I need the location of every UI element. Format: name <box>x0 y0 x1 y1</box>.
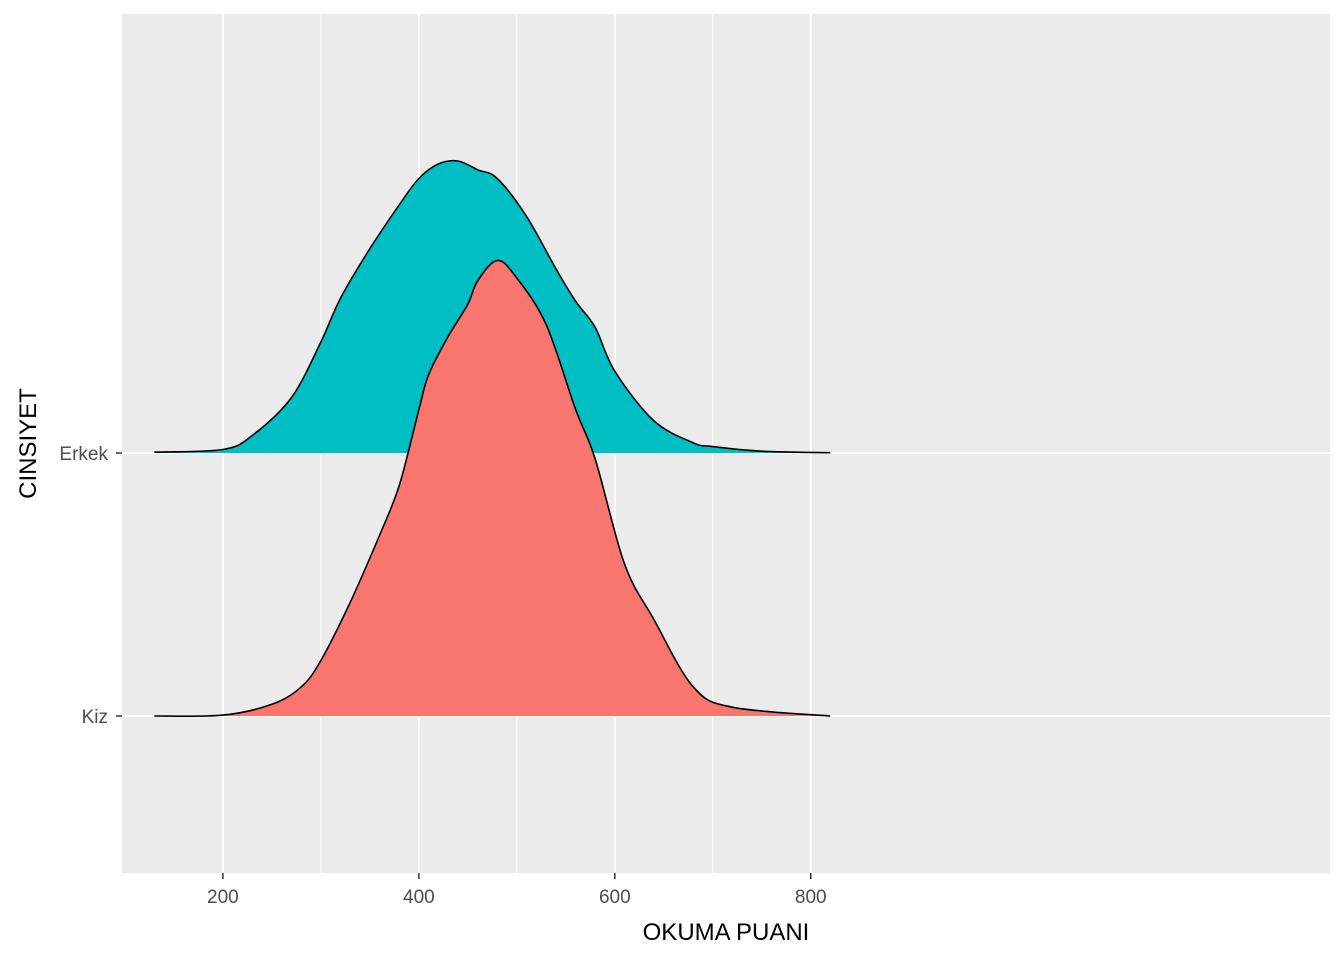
y-axis-title: CINSIYET <box>15 388 42 499</box>
density-area-kiz <box>154 260 831 717</box>
y-axis: Kiz Erkek <box>59 444 122 728</box>
x-axis-title: OKUMA PUANI <box>643 919 810 946</box>
y-tick-label: Erkek <box>59 444 108 465</box>
x-axis: 200 400 600 800 <box>207 873 827 908</box>
density-outline-erkek <box>154 159 831 454</box>
density-outline-kiz <box>154 259 831 718</box>
density-ridges <box>154 159 831 718</box>
x-tick-label: 600 <box>599 887 631 908</box>
y-tick-label: Kiz <box>82 707 108 728</box>
x-tick-label: 400 <box>403 887 435 908</box>
x-tick-label: 200 <box>207 887 239 908</box>
x-tick-label: 800 <box>795 887 827 908</box>
